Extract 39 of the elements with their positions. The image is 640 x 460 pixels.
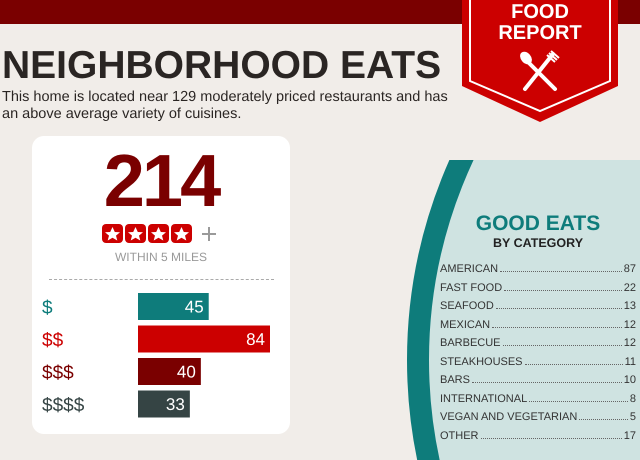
category-label: VEGAN AND VEGETARIAN [440, 411, 578, 423]
data-label: 33 [166, 395, 185, 414]
category-label: STEAKHOUSES [440, 356, 523, 368]
category-label: BARBECUE [440, 337, 501, 349]
data-label: 17 [624, 430, 636, 442]
data-label: 8 [630, 392, 636, 404]
data-label: 11 [624, 356, 636, 368]
category-label: FAST FOOD [440, 282, 502, 294]
text: FOOD REPORT [497, 1, 583, 44]
category-label: MEXICAN [440, 318, 490, 330]
y-tick-label: $$ [42, 330, 64, 351]
data-label: 5 [630, 411, 636, 423]
category-label: BARS [440, 374, 470, 386]
data-label: 87 [624, 263, 636, 275]
data-label: 13 [624, 300, 636, 312]
bar [138, 293, 209, 320]
y-tick-label: $$$ [42, 362, 74, 384]
y-tick-label: $$$$ [42, 394, 85, 416]
bar [138, 358, 201, 385]
data-label: 45 [184, 298, 204, 317]
text: BY CATEGORY [492, 236, 584, 250]
text: WITHIN 5 MILES [114, 250, 208, 264]
chart-subtitle: This home is located near 129 moderately priced restaurants and has an above average variety of cuisines. [2, 89, 449, 123]
text: GOOD EATS [474, 212, 602, 236]
category-label: AMERICAN [440, 263, 498, 275]
y-tick-label: $ [42, 297, 53, 318]
data-label: 10 [624, 374, 636, 386]
text: 214 [102, 138, 220, 223]
bar [138, 390, 190, 418]
chart-title: NEIGHBORHOOD EATS [2, 44, 442, 88]
data-label: 12 [624, 337, 636, 349]
data-label: 84 [246, 330, 265, 350]
data-label: 12 [624, 318, 636, 330]
bar [138, 326, 270, 352]
category-label: OTHER [440, 430, 478, 442]
category-label: INTERNATIONAL [440, 392, 528, 404]
data-label: 40 [176, 362, 196, 382]
data-label: 22 [624, 282, 636, 294]
category-label: SEAFOOD [440, 300, 494, 312]
